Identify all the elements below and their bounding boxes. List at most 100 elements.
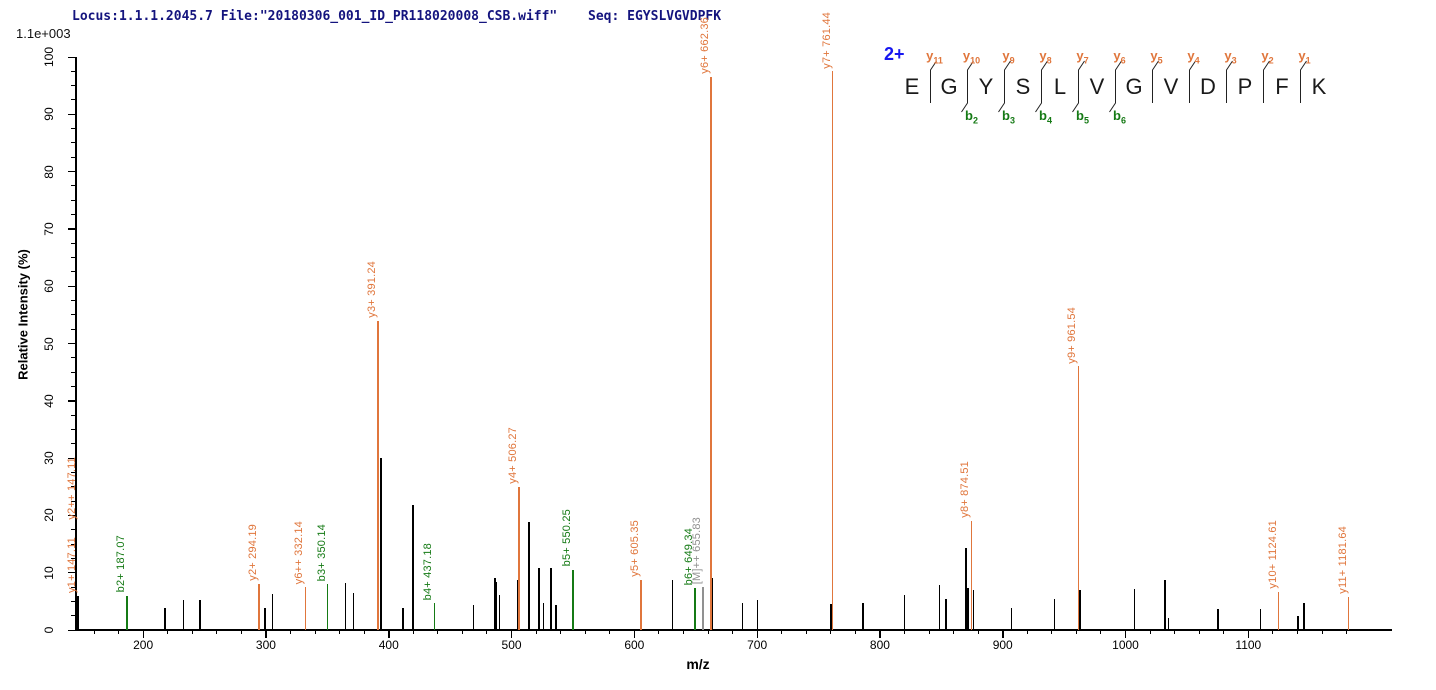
spectrum-peak xyxy=(549,568,552,630)
spectrum-peak xyxy=(1277,591,1280,630)
peptide-residue: G xyxy=(1125,74,1143,99)
spectrum-peak xyxy=(711,578,714,630)
x-axis-minor-tick xyxy=(781,630,783,634)
spectrum-peak xyxy=(77,595,79,630)
spectrum-peak xyxy=(472,604,475,630)
peak-label: b5+ 550.25 xyxy=(561,509,574,567)
peak-label: y11+ 1181.64 xyxy=(1336,526,1349,594)
x-axis-minor-tick xyxy=(191,630,193,634)
b-ion-label: b4 xyxy=(1039,108,1052,126)
cleavage-mark xyxy=(1072,60,1085,113)
x-axis-major-tick xyxy=(1247,630,1250,638)
spectrum-peak xyxy=(538,568,540,630)
peptide-residue: D xyxy=(1200,74,1216,99)
x-axis-minor-tick xyxy=(486,630,488,634)
cleavage-mark xyxy=(998,60,1011,113)
spectrum-peak xyxy=(542,603,545,630)
y-ion-label: y5 xyxy=(1150,48,1163,66)
x-axis-line xyxy=(75,629,1392,631)
x-axis-tick-label: 500 xyxy=(501,638,522,652)
y-axis-minor-tick xyxy=(71,443,75,445)
spectrum-peak xyxy=(164,608,167,630)
spectrum-peak xyxy=(554,604,557,630)
y-axis-title: Relative Intensity (%) xyxy=(15,249,31,380)
y-ion-label: y8 xyxy=(1039,48,1052,66)
spectrum-peak xyxy=(402,608,405,630)
y-axis-minor-tick xyxy=(71,543,75,545)
x-axis-minor-tick xyxy=(412,630,414,634)
y-axis-minor-tick xyxy=(71,371,75,373)
y-ion-label: y9 xyxy=(1002,48,1015,66)
cleavage-mark xyxy=(1300,60,1307,103)
peak-label: y1+ 147.11 xyxy=(66,536,79,593)
cleavage-mark xyxy=(1263,60,1270,103)
x-axis-minor-tick xyxy=(118,630,120,634)
peak-label: y6+ 662.36 xyxy=(698,17,711,75)
y-axis-major-tick xyxy=(68,457,75,459)
y-axis-minor-tick xyxy=(71,242,75,244)
sequence-title: Seq: EGYSLVGVDPFK xyxy=(588,9,722,24)
spectrum-peak xyxy=(831,71,834,630)
spectrum-peak xyxy=(970,521,973,630)
y-axis-minor-tick xyxy=(71,185,75,187)
b-ion-label: b6 xyxy=(1113,108,1126,126)
x-axis-title: m/z xyxy=(686,656,710,672)
b-ion-label: b3 xyxy=(1002,108,1015,126)
spectrum-peak xyxy=(493,577,496,630)
x-axis-minor-tick xyxy=(461,630,463,634)
x-axis-minor-tick xyxy=(314,630,316,634)
fragmentation-marks xyxy=(930,60,1307,113)
spectrum-peak xyxy=(1259,608,1262,630)
peak-label: b3+ 350.14 xyxy=(315,523,328,582)
x-axis-major-tick xyxy=(142,630,144,638)
y-axis-tick-label: 100 xyxy=(42,46,56,68)
y-axis-minor-tick xyxy=(71,414,75,416)
x-axis-minor-tick xyxy=(953,630,955,634)
y-axis-tick-label: 0 xyxy=(42,626,56,634)
peak-label: b2+ 187.07 xyxy=(115,535,128,593)
y-axis-major-tick xyxy=(68,343,75,345)
b-ion-label: b5 xyxy=(1076,108,1089,126)
spectrum-peak xyxy=(344,583,347,630)
x-axis-minor-tick xyxy=(1296,630,1298,634)
peak-label: y2+ 294.19 xyxy=(246,524,259,582)
spectrum-peak xyxy=(1010,608,1013,630)
y-ion-label: y3 xyxy=(1224,48,1237,66)
peptide-residue: F xyxy=(1275,74,1289,99)
x-axis-minor-tick xyxy=(707,630,709,634)
y-ion-label: y10 xyxy=(962,48,981,66)
peptide-residue: E xyxy=(904,74,920,99)
y-axis-minor-tick xyxy=(71,128,75,130)
spectrum-peak xyxy=(1079,589,1081,630)
x-axis-minor-tick xyxy=(805,630,807,634)
peak-label: y8+ 874.51 xyxy=(959,461,972,519)
x-axis-major-tick xyxy=(1002,630,1004,638)
y-axis-minor-tick xyxy=(71,486,75,488)
x-axis-minor-tick xyxy=(560,630,562,634)
y-axis-minor-tick xyxy=(71,428,75,430)
peptide-residue: K xyxy=(1311,74,1327,99)
x-axis-major-tick xyxy=(756,630,758,638)
spectrum-peak xyxy=(433,603,436,630)
x-axis-minor-tick xyxy=(240,630,242,634)
peak-label: y3+ 391.24 xyxy=(365,260,378,318)
precursor-charge-label: 2+ xyxy=(884,44,905,64)
cleavage-mark xyxy=(1035,60,1048,113)
peptide-residue: Y xyxy=(978,74,994,99)
x-axis-minor-tick xyxy=(903,630,905,634)
y-ion-label: y4 xyxy=(1187,48,1200,66)
x-axis-tick-label: 700 xyxy=(747,638,768,652)
x-axis-tick-label: 1100 xyxy=(1235,638,1262,652)
spectrum-peak xyxy=(830,604,832,630)
x-axis-minor-tick xyxy=(1223,630,1225,634)
y-axis-tick-label: 90 xyxy=(42,107,56,121)
peptide-residue: V xyxy=(1163,74,1179,99)
peptide-residue: S xyxy=(1015,74,1031,99)
spectrum-peak xyxy=(1133,589,1136,630)
x-axis-minor-tick xyxy=(830,630,832,634)
y-axis-minor-tick xyxy=(71,500,75,502)
y-ion-label: y1 xyxy=(1298,48,1311,66)
x-axis-major-tick xyxy=(633,630,636,638)
spectrum-peak xyxy=(326,584,329,630)
x-axis-minor-tick xyxy=(1321,630,1323,634)
